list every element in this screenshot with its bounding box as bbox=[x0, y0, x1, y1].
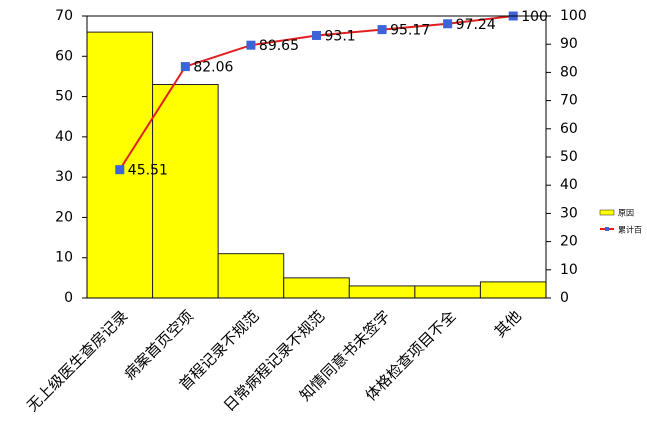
legend-label: 原因 bbox=[618, 209, 634, 218]
data-label: 89.65 bbox=[259, 38, 299, 54]
marker bbox=[180, 62, 190, 72]
bar bbox=[414, 285, 481, 299]
legend-swatch bbox=[599, 209, 615, 216]
y2-tick-label: 80 bbox=[560, 64, 578, 80]
bar bbox=[152, 83, 219, 299]
y-tick-label: 40 bbox=[55, 129, 73, 145]
y-tick-label: 30 bbox=[55, 169, 73, 185]
y-tick-label: 10 bbox=[55, 250, 73, 266]
legend-label: 累计百 bbox=[618, 225, 642, 235]
y2-tick-label: 20 bbox=[560, 234, 578, 250]
data-label: 93.1 bbox=[325, 28, 356, 44]
plot-frame bbox=[86, 15, 547, 299]
y2-tick-label: 0 bbox=[560, 290, 569, 306]
bar bbox=[217, 253, 285, 299]
y2-tick-label: 70 bbox=[560, 93, 578, 109]
bar bbox=[86, 31, 154, 299]
legend-marker bbox=[605, 227, 609, 231]
data-label: 95.17 bbox=[390, 23, 430, 39]
y2-tick-label: 40 bbox=[560, 177, 578, 193]
marker bbox=[312, 30, 321, 40]
bar bbox=[348, 285, 416, 299]
data-label: 82.06 bbox=[193, 60, 233, 76]
data-label: 45.51 bbox=[128, 163, 168, 179]
x-tick-label: 无上级医生查房记录 bbox=[23, 307, 131, 415]
y2-tick-label: 30 bbox=[560, 205, 578, 221]
marker bbox=[443, 19, 453, 29]
data-label: 100 bbox=[521, 9, 548, 25]
y2-tick-label: 90 bbox=[560, 36, 578, 52]
y2-tick-label: 50 bbox=[560, 149, 578, 165]
y-tick-label: 60 bbox=[55, 48, 73, 64]
y-tick-label: 20 bbox=[55, 209, 73, 225]
x-tick-label: 其他 bbox=[491, 307, 525, 341]
marker bbox=[246, 40, 256, 50]
y2-tick-label: 10 bbox=[560, 262, 578, 278]
y-tick-label: 50 bbox=[55, 89, 73, 105]
marker bbox=[115, 165, 125, 175]
data-label: 97.24 bbox=[456, 17, 496, 33]
y-tick-label: 70 bbox=[55, 8, 73, 24]
y-tick-label: 0 bbox=[64, 290, 73, 306]
bar bbox=[283, 277, 350, 299]
y2-tick-label: 60 bbox=[560, 121, 578, 137]
marker bbox=[377, 25, 387, 35]
y2-tick-label: 100 bbox=[560, 8, 587, 24]
bar bbox=[479, 281, 547, 299]
